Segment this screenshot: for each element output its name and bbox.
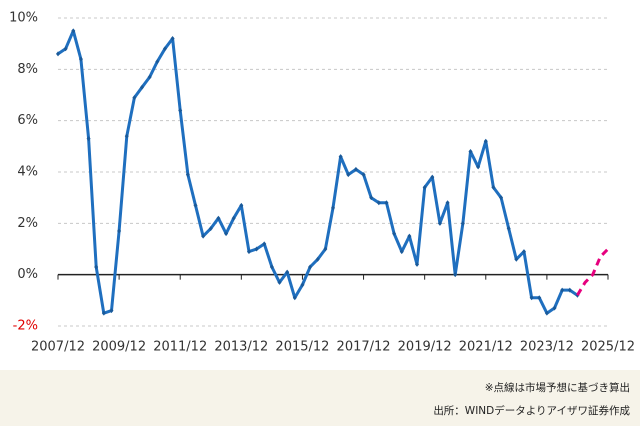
x-tick-label: 2019/12 (398, 340, 452, 355)
point-marker (353, 166, 358, 172)
point-marker (499, 195, 504, 201)
point-marker (201, 233, 206, 239)
y-tick-label: 4% (17, 165, 38, 180)
point-marker (262, 241, 267, 247)
point-marker (506, 225, 511, 231)
point-marker (422, 184, 427, 190)
point-marker (170, 36, 175, 42)
point-marker (468, 148, 473, 154)
point-marker (315, 256, 320, 262)
point-marker (399, 249, 404, 255)
point-marker (460, 220, 465, 226)
point-marker (430, 174, 435, 180)
point-marker (483, 138, 488, 144)
point-marker (239, 202, 244, 208)
point-marker (285, 269, 290, 275)
point-marker (445, 200, 450, 206)
point-marker (193, 202, 198, 208)
point-marker (369, 195, 374, 201)
point-marker (178, 107, 183, 113)
point-marker (140, 84, 145, 90)
point-marker (529, 295, 534, 301)
point-marker (162, 46, 167, 52)
point-marker (117, 228, 122, 234)
point-marker (124, 133, 129, 139)
y-tick-label: 6% (17, 113, 38, 128)
point-marker (101, 310, 106, 316)
x-tick-label: 2025/12 (581, 340, 635, 355)
x-tick-label: 2015/12 (275, 340, 329, 355)
point-marker (338, 154, 343, 160)
point-marker (246, 249, 251, 255)
point-marker (78, 56, 83, 62)
point-marker (94, 264, 99, 270)
note: ※点線は市場予想に基づき算出 (485, 381, 630, 394)
x-tick-label: 2023/12 (520, 340, 574, 355)
point-marker (231, 215, 236, 221)
point-marker (71, 28, 76, 34)
point-marker (323, 246, 328, 252)
point-marker (300, 282, 305, 288)
point-marker (376, 200, 381, 206)
point-marker (537, 295, 542, 301)
x-tick-label: 2009/12 (92, 340, 146, 355)
point-marker (514, 256, 519, 262)
point-marker (437, 220, 442, 226)
point-marker (224, 231, 229, 237)
y-tick-label: 2% (17, 216, 38, 231)
y-tick-label: -2% (13, 319, 38, 334)
point-marker (476, 164, 481, 170)
point-marker (185, 172, 190, 178)
point-marker (491, 184, 496, 190)
point-marker (415, 261, 420, 267)
point-marker (147, 74, 152, 80)
point-marker (361, 172, 366, 178)
y-tick-label: 8% (17, 62, 38, 77)
point-marker (521, 249, 526, 255)
x-tick-label: 2017/12 (337, 340, 391, 355)
point-marker (308, 264, 313, 270)
point-marker (407, 233, 412, 239)
point-marker (292, 295, 297, 301)
x-tick-label: 2007/12 (31, 340, 85, 355)
point-marker (109, 308, 114, 314)
point-marker (544, 310, 549, 316)
point-marker (346, 172, 351, 178)
point-marker (269, 264, 274, 270)
point-marker (254, 246, 259, 252)
point-marker (453, 272, 458, 278)
point-marker (132, 95, 137, 101)
point-marker (392, 231, 397, 237)
point-marker (208, 225, 213, 231)
point-marker (567, 287, 572, 293)
point-marker (56, 51, 60, 57)
y-tick-label: 10% (9, 11, 38, 26)
point-marker (384, 200, 389, 206)
x-tick-label: 2011/12 (153, 340, 207, 355)
x-tick-label: 2013/12 (214, 340, 268, 355)
y-tick-label: 0% (17, 267, 38, 282)
source: 出所：WINDデータよりアイザワ証券作成 (433, 404, 630, 417)
point-marker (63, 46, 68, 52)
point-marker (86, 136, 91, 142)
point-marker (560, 287, 565, 293)
point-marker (216, 215, 221, 221)
x-tick-label: 2021/12 (459, 340, 513, 355)
point-marker (331, 205, 335, 211)
footer-background (0, 370, 640, 426)
point-marker (552, 305, 557, 311)
series-line (576, 247, 610, 296)
point-marker (155, 59, 160, 65)
point-marker (277, 279, 282, 285)
